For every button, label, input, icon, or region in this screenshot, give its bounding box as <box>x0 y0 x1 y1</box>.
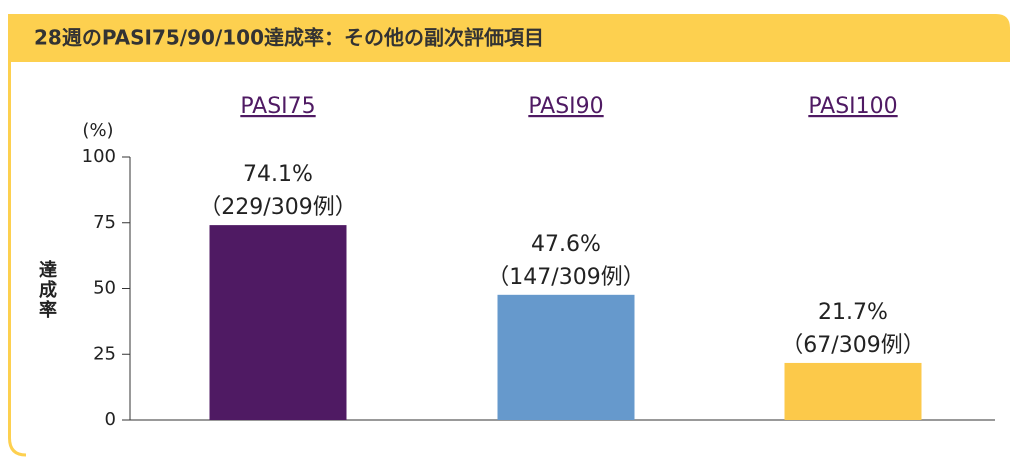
y-tick-label: 75 <box>93 212 116 233</box>
bar <box>784 362 922 420</box>
value-label: 47.6% <box>531 232 601 257</box>
y-tick-label: 25 <box>93 343 116 364</box>
category-link[interactable]: PASI100 <box>808 94 897 119</box>
category-link[interactable]: PASI90 <box>528 94 603 119</box>
value-label: 74.1% <box>243 162 313 187</box>
bar <box>497 294 635 420</box>
plot: 0 25 50 75 100 PASI75 74.1% （229/309例） PASI90 47.… <box>82 94 995 430</box>
value-note: （67/309例） <box>781 333 924 358</box>
value-note: （229/309例） <box>199 195 356 220</box>
y-tick-label: 0 <box>105 409 116 430</box>
header-band <box>8 14 1010 62</box>
y-axis-label: 達成率 <box>36 260 57 320</box>
y-tick-label: 100 <box>82 146 116 167</box>
card-border <box>8 62 27 457</box>
value-label: 21.7% <box>818 300 888 325</box>
y-tick-label: 50 <box>93 278 116 299</box>
y-unit: (%) <box>82 120 113 141</box>
chart-title: 28週のPASI75/90/100達成率：その他の副次評価項目 <box>34 26 544 50</box>
bar <box>209 225 347 420</box>
value-note: （147/309例） <box>487 265 644 290</box>
category-link[interactable]: PASI75 <box>240 94 315 119</box>
